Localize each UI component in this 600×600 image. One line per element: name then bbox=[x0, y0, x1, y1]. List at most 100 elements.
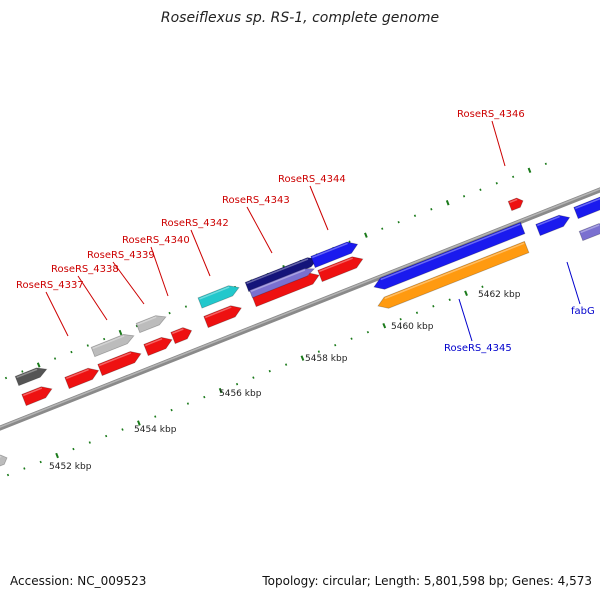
tick-outer bbox=[445, 200, 450, 206]
tick-inner bbox=[6, 473, 10, 477]
gene-grey-2-shine bbox=[137, 316, 157, 326]
tick-inner bbox=[154, 415, 157, 418]
gene-blue-right-shine bbox=[537, 215, 560, 227]
tick-outer bbox=[544, 162, 547, 165]
tick-inner bbox=[432, 305, 435, 308]
gene-cyan[interactable] bbox=[197, 285, 240, 309]
gene-red-4342[interactable] bbox=[203, 305, 242, 329]
gene-blue-4344-shine bbox=[312, 242, 348, 259]
gene-blue-right[interactable] bbox=[535, 214, 571, 237]
gene-label-fabG[interactable]: fabG bbox=[571, 306, 595, 317]
map-title: Roseiflexus sp. RS-1, complete genome bbox=[160, 10, 440, 26]
gene-arrows bbox=[0, 196, 600, 468]
tick-outer bbox=[168, 311, 171, 315]
tick-inner bbox=[137, 420, 141, 426]
tick-outer bbox=[70, 350, 73, 354]
scale-label-5460: 5460 kbp bbox=[391, 322, 434, 332]
gene-red-4337-shine bbox=[23, 387, 43, 397]
gene-red-4340-shine bbox=[172, 328, 184, 335]
scale-label-5454: 5454 kbp bbox=[134, 425, 177, 435]
genome-stats-text: Topology: circular; Length: 5,801,598 bp… bbox=[262, 574, 592, 588]
gene-navy-shine bbox=[246, 258, 309, 285]
scale-label-5452: 5452 kbp bbox=[49, 462, 92, 472]
tick-inner bbox=[284, 363, 288, 366]
tick-inner bbox=[334, 343, 337, 347]
tick-inner bbox=[350, 337, 353, 340]
gene-red-4346-shine bbox=[509, 198, 518, 204]
tick-outer bbox=[348, 240, 351, 243]
gene-lavender[interactable] bbox=[248, 268, 316, 299]
tick-inner bbox=[72, 447, 75, 451]
leader-4339 bbox=[112, 261, 145, 305]
genome-backbone-highlight bbox=[0, 188, 600, 428]
gene-label-roseRS-4342[interactable]: RoseRS_4342 bbox=[161, 218, 229, 229]
tick-outer bbox=[527, 167, 532, 173]
gene-blue-large[interactable] bbox=[373, 221, 526, 290]
gene-label-roseRS-4346[interactable]: RoseRS_4346 bbox=[457, 109, 525, 120]
tick-inner bbox=[235, 382, 239, 386]
gene-red-4340[interactable] bbox=[170, 327, 193, 345]
gene-blue-fabG[interactable] bbox=[573, 196, 600, 220]
tick-inner bbox=[382, 323, 387, 329]
tick-inner bbox=[415, 311, 419, 315]
gene-label-roseRS-4340[interactable]: RoseRS_4340 bbox=[122, 235, 190, 246]
gene-blue-4344[interactable] bbox=[310, 241, 359, 269]
tick-inner bbox=[186, 402, 190, 405]
gene-label-roseRS-4339[interactable]: RoseRS_4339 bbox=[87, 250, 155, 261]
scale-label-5456: 5456 kbp bbox=[219, 389, 262, 399]
tick-inner bbox=[170, 408, 173, 412]
gene-orange-4345[interactable] bbox=[377, 240, 530, 309]
gene-grey-dark[interactable] bbox=[14, 367, 48, 387]
scale-label-5462: 5462 kbp bbox=[478, 290, 521, 300]
gene-red-4344-shine bbox=[319, 257, 353, 273]
tick-inner bbox=[121, 428, 124, 431]
tick-outer bbox=[397, 221, 400, 224]
gene-red-4339[interactable] bbox=[143, 336, 173, 357]
leader-4345 bbox=[458, 298, 473, 342]
tick-inner bbox=[464, 290, 468, 296]
tick-outer bbox=[184, 305, 188, 308]
gene-blue-fabG-shine bbox=[575, 197, 600, 210]
tick-outer bbox=[36, 362, 41, 368]
gene-label-roseRS-4338[interactable]: RoseRS_4338 bbox=[51, 264, 119, 275]
leader-4343 bbox=[246, 206, 273, 254]
scale-label-5458: 5458 kbp bbox=[305, 354, 348, 364]
tick-outer bbox=[413, 214, 417, 218]
tick-inner bbox=[252, 376, 255, 379]
gene-red-4346[interactable] bbox=[507, 197, 524, 212]
tick-outer bbox=[364, 232, 368, 238]
genome-backbone bbox=[0, 187, 600, 431]
gene-label-roseRS-4337[interactable]: RoseRS_4337 bbox=[16, 280, 84, 291]
tick-inner bbox=[300, 355, 305, 361]
gene-label-roseRS-4343[interactable]: RoseRS_4343 bbox=[222, 195, 290, 206]
tick-inner bbox=[317, 350, 320, 353]
tick-outer bbox=[103, 337, 106, 341]
tick-outer bbox=[86, 344, 89, 347]
gene-label-roseRS-4345[interactable]: RoseRS_4345 bbox=[444, 343, 512, 354]
gene-red-4344[interactable] bbox=[317, 256, 364, 283]
gene-lavender-right-shine bbox=[580, 224, 600, 234]
gene-label-roseRS-4344[interactable]: RoseRS_4344 bbox=[278, 174, 346, 185]
gene-red-4338b[interactable] bbox=[97, 351, 142, 377]
gene-red-4337[interactable] bbox=[21, 386, 53, 407]
leader-4346 bbox=[491, 120, 506, 167]
tick-inner bbox=[218, 387, 223, 394]
leader-4342 bbox=[190, 229, 211, 277]
gene-red-4342-shine bbox=[205, 306, 232, 319]
gene-grey-2[interactable] bbox=[135, 315, 167, 334]
gene-grey-1[interactable] bbox=[90, 333, 135, 358]
gene-red-4339-shine bbox=[145, 338, 163, 347]
leader-4338 bbox=[77, 275, 108, 321]
gene-red-4338a[interactable] bbox=[64, 367, 100, 390]
gene-grey-edge[interactable] bbox=[0, 454, 8, 468]
tick-inner bbox=[39, 460, 42, 464]
gene-lavender-right[interactable] bbox=[578, 223, 600, 242]
tick-outer bbox=[4, 376, 8, 380]
gene-grey-1-shine bbox=[92, 335, 125, 350]
label-leaders bbox=[45, 120, 581, 342]
tick-inner bbox=[23, 467, 26, 470]
tick-outer bbox=[495, 182, 498, 185]
tick-inner bbox=[55, 452, 59, 459]
